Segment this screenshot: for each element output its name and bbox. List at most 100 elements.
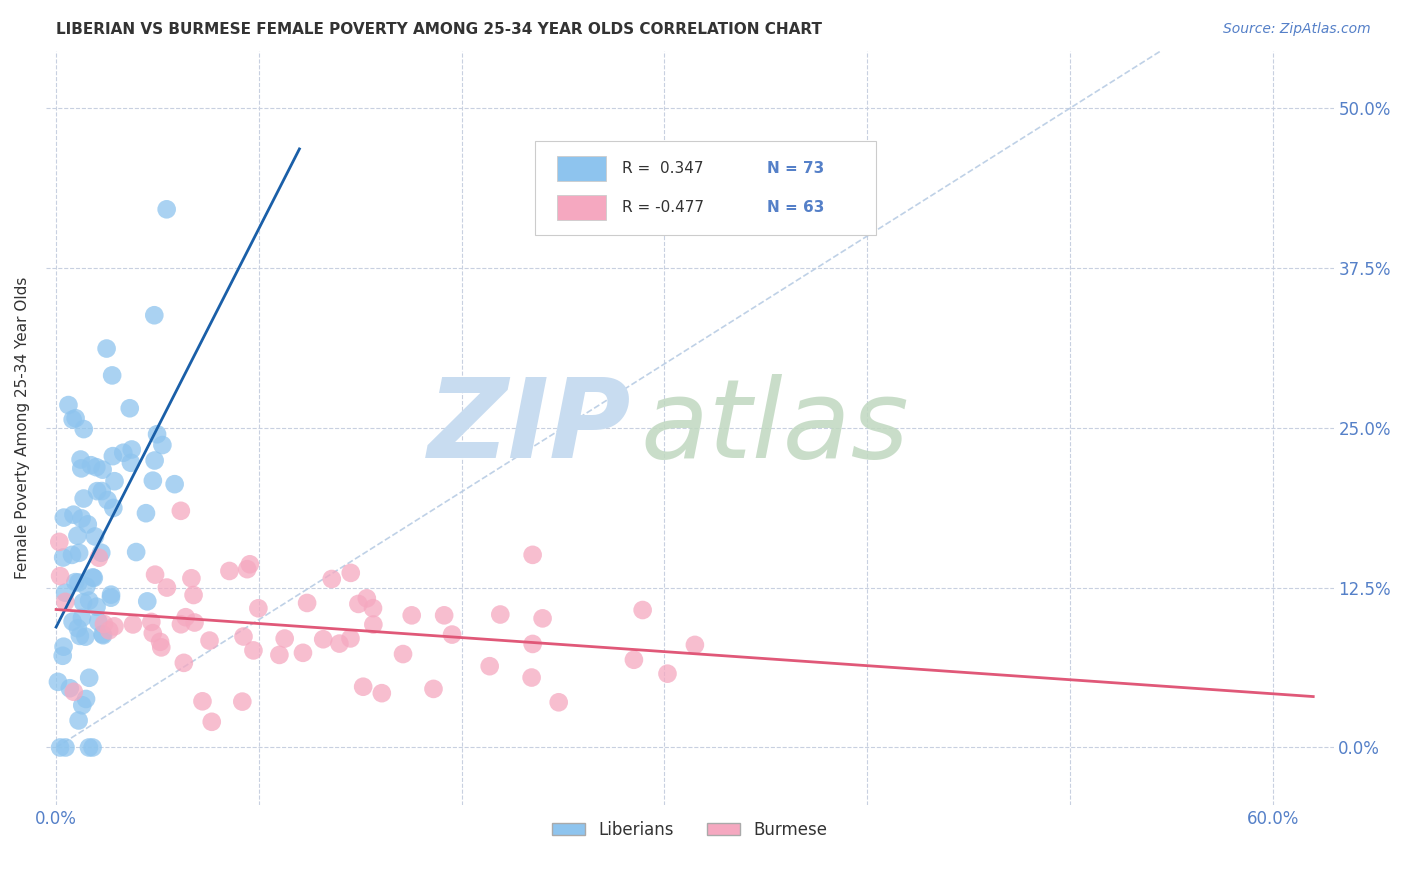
Point xyxy=(180,571,202,585)
Point xyxy=(401,608,423,623)
Point xyxy=(269,648,291,662)
Point xyxy=(531,611,554,625)
Point xyxy=(86,484,108,499)
Point xyxy=(683,638,706,652)
FancyBboxPatch shape xyxy=(536,141,876,235)
Point xyxy=(91,628,114,642)
Text: LIBERIAN VS BURMESE FEMALE POVERTY AMONG 25-34 YEAR OLDS CORRELATION CHART: LIBERIAN VS BURMESE FEMALE POVERTY AMONG… xyxy=(56,22,823,37)
Point xyxy=(522,548,544,562)
Point xyxy=(69,629,91,643)
Point xyxy=(80,458,103,473)
Point xyxy=(142,626,165,640)
Point xyxy=(150,438,173,452)
Text: Source: ZipAtlas.com: Source: ZipAtlas.com xyxy=(1223,22,1371,37)
Point xyxy=(363,617,385,632)
Point xyxy=(122,617,145,632)
Point xyxy=(72,491,94,506)
Point xyxy=(328,637,350,651)
Point xyxy=(183,588,205,602)
Point xyxy=(76,517,98,532)
Point xyxy=(49,740,72,755)
Point xyxy=(82,740,104,755)
Point xyxy=(87,615,110,629)
Point xyxy=(352,680,374,694)
Point xyxy=(321,572,343,586)
Point xyxy=(356,591,378,606)
Point xyxy=(101,449,124,463)
Point xyxy=(103,474,125,488)
Point xyxy=(183,615,205,630)
Point xyxy=(489,607,512,622)
Point xyxy=(142,474,165,488)
Point xyxy=(49,569,72,583)
Point xyxy=(198,633,221,648)
Point xyxy=(62,412,84,426)
Text: atlas: atlas xyxy=(641,375,910,482)
Point xyxy=(82,570,104,584)
Point xyxy=(66,529,89,543)
Point xyxy=(91,463,114,477)
Point xyxy=(657,666,679,681)
Point xyxy=(83,571,105,585)
Point xyxy=(84,529,107,543)
Text: N = 73: N = 73 xyxy=(768,161,824,176)
Point xyxy=(170,617,193,632)
Point xyxy=(149,635,172,649)
Point xyxy=(347,597,370,611)
Point xyxy=(93,617,115,632)
Point xyxy=(70,461,93,475)
Point xyxy=(98,624,121,638)
Point xyxy=(173,656,195,670)
Point xyxy=(70,511,93,525)
Point xyxy=(247,601,270,615)
Text: R = -0.477: R = -0.477 xyxy=(621,200,703,215)
Point xyxy=(143,567,166,582)
Point xyxy=(69,452,91,467)
Point xyxy=(170,504,193,518)
Point xyxy=(231,695,253,709)
Point xyxy=(90,484,112,499)
Point xyxy=(174,610,197,624)
Point xyxy=(422,681,444,696)
Point xyxy=(58,398,80,412)
Point xyxy=(86,599,108,614)
Point xyxy=(118,401,141,416)
Point xyxy=(100,588,122,602)
Point xyxy=(522,637,544,651)
Point xyxy=(67,546,90,560)
Point xyxy=(520,671,543,685)
Point xyxy=(433,608,456,623)
Point xyxy=(65,575,87,590)
Y-axis label: Female Poverty Among 25-34 Year Olds: Female Poverty Among 25-34 Year Olds xyxy=(15,277,30,579)
Point xyxy=(77,593,100,607)
Point xyxy=(478,659,501,673)
Text: ZIP: ZIP xyxy=(429,375,631,482)
Point xyxy=(75,692,97,706)
Point xyxy=(232,630,254,644)
Point xyxy=(121,442,143,457)
Point xyxy=(236,562,259,576)
Point xyxy=(146,427,169,442)
Point xyxy=(52,550,75,565)
Point xyxy=(46,674,69,689)
Point xyxy=(55,740,77,755)
Point xyxy=(59,681,82,696)
Text: N = 63: N = 63 xyxy=(768,200,824,215)
Point xyxy=(96,342,118,356)
Point xyxy=(103,619,125,633)
Point xyxy=(62,685,84,699)
Text: R =  0.347: R = 0.347 xyxy=(621,161,703,176)
Point xyxy=(218,564,240,578)
Point xyxy=(371,686,394,700)
Point xyxy=(77,740,100,755)
Point xyxy=(150,640,173,655)
Point xyxy=(163,477,186,491)
Point xyxy=(66,621,89,635)
Point xyxy=(72,595,94,609)
Point xyxy=(547,695,569,709)
Point xyxy=(96,493,118,508)
Point xyxy=(70,611,93,625)
Point xyxy=(312,632,335,647)
Point xyxy=(112,446,135,460)
Point xyxy=(53,585,76,599)
